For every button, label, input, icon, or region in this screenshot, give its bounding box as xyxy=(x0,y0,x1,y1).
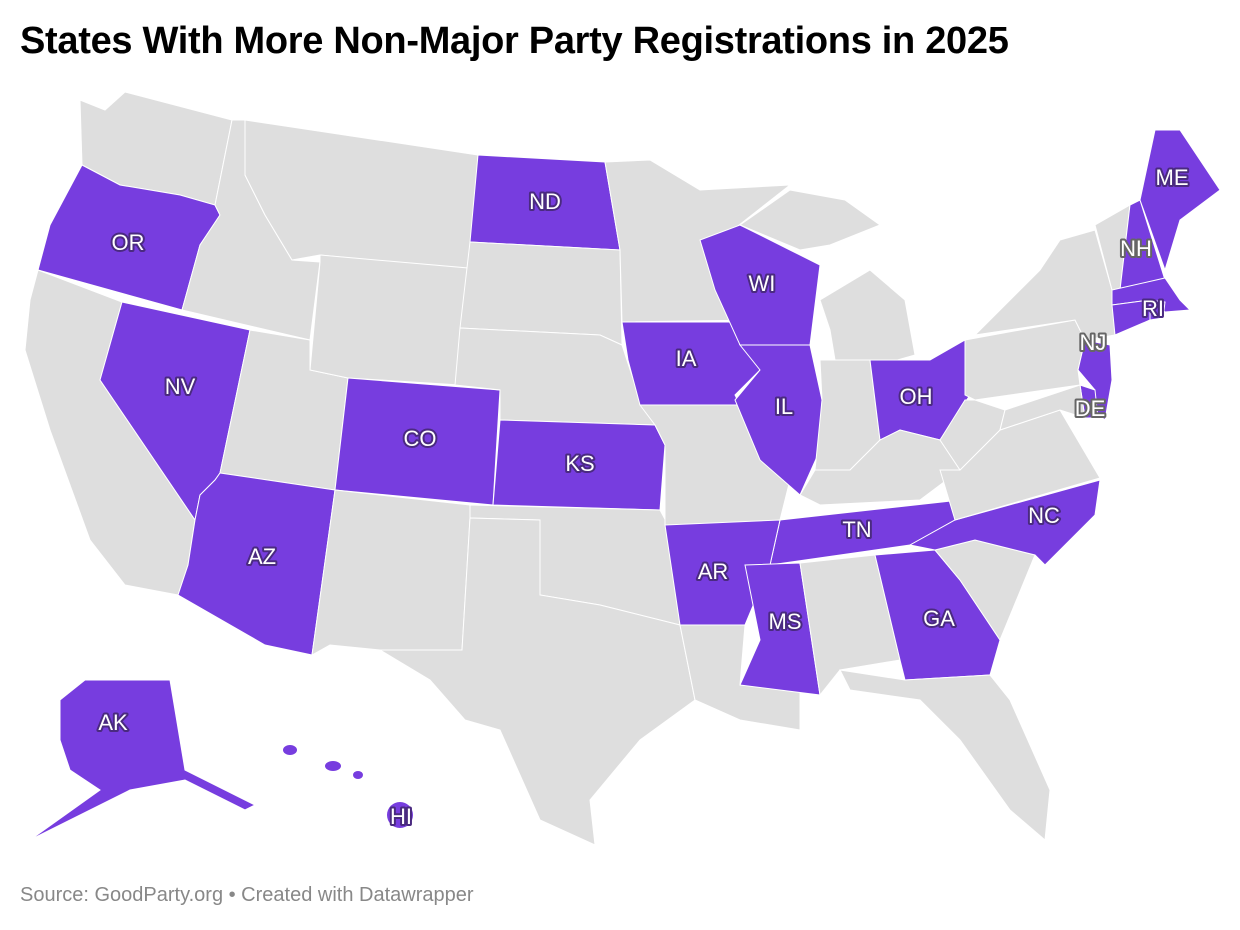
state-mi[interactable] xyxy=(819,269,916,366)
state-ky[interactable] xyxy=(799,429,961,506)
state-label-de: DE xyxy=(1075,396,1106,421)
state-label-me: ME xyxy=(1156,165,1189,190)
state-label-co: CO xyxy=(404,426,437,451)
state-label-nc: NC xyxy=(1028,503,1060,528)
state-me[interactable] xyxy=(1139,129,1221,272)
state-label-ak: AK xyxy=(98,710,128,735)
state-ak[interactable] xyxy=(29,679,257,841)
state-md[interactable] xyxy=(999,384,1086,431)
state-label-or: OR xyxy=(112,230,145,255)
state-label-nd: ND xyxy=(529,189,561,214)
state-label-hi: HI xyxy=(390,804,412,829)
state-la[interactable] xyxy=(679,624,801,731)
state-az[interactable] xyxy=(177,472,336,656)
state-label-nv: NV xyxy=(165,374,196,399)
map-title: States With More Non-Major Party Registr… xyxy=(20,20,1009,62)
source-footer: Source: GoodParty.org • Created with Dat… xyxy=(20,884,474,906)
state-ks[interactable] xyxy=(492,419,666,511)
state-label-nj: NJ xyxy=(1080,330,1107,355)
state-label-ar: AR xyxy=(698,559,729,584)
state-label-wi: WI xyxy=(749,271,776,296)
state-hi[interactable] xyxy=(283,745,297,755)
state-ri[interactable] xyxy=(1149,299,1166,321)
state-label-oh: OH xyxy=(900,384,933,409)
state-label-ia: IA xyxy=(676,346,697,371)
state-nj[interactable] xyxy=(1077,339,1113,421)
state-hi[interactable] xyxy=(325,761,341,771)
state-tx[interactable] xyxy=(378,517,696,846)
state-mi[interactable] xyxy=(738,189,882,251)
state-al[interactable] xyxy=(799,554,901,697)
state-label-il: IL xyxy=(775,394,793,419)
state-label-az: AZ xyxy=(248,544,276,569)
state-label-ks: KS xyxy=(565,451,594,476)
state-nc[interactable] xyxy=(908,479,1101,566)
state-hi[interactable] xyxy=(387,802,413,828)
state-nm[interactable] xyxy=(311,489,471,656)
state-label-ms: MS xyxy=(769,609,802,634)
state-label-nh: NH xyxy=(1120,236,1152,261)
state-wi[interactable] xyxy=(699,224,821,346)
state-hi[interactable] xyxy=(353,771,363,779)
state-label-tn: TN xyxy=(842,517,871,542)
state-ny[interactable] xyxy=(973,229,1116,341)
state-fl[interactable] xyxy=(839,669,1051,842)
state-ms[interactable] xyxy=(739,562,821,696)
state-wy[interactable] xyxy=(309,254,469,386)
state-label-ri: RI xyxy=(1142,296,1164,321)
state-label-ga: GA xyxy=(923,606,955,631)
